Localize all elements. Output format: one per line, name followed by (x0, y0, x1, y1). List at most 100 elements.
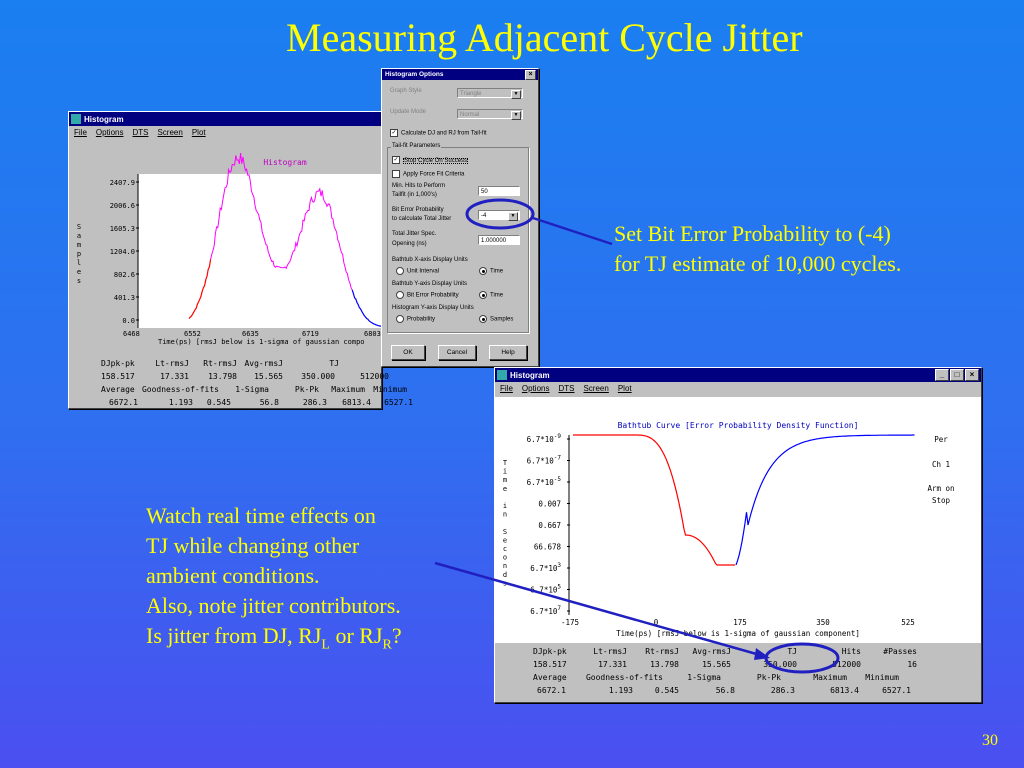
ber-annotation-arrow (532, 216, 613, 246)
radio-off-icon[interactable] (396, 267, 404, 275)
hist-y-probability-radio[interactable]: Probability (396, 315, 435, 323)
table-cell: 0.545 (206, 398, 231, 407)
cancel-button[interactable]: Cancel (438, 345, 476, 360)
radio-off-icon[interactable] (396, 291, 404, 299)
checkbox-checked-icon[interactable]: ✓ (392, 156, 400, 164)
table-cell: 6813.4 (342, 398, 371, 407)
radio-label: Time (490, 292, 504, 299)
table-cell: Lt-rmsJ (593, 647, 627, 656)
min-hits-input[interactable]: 50 (478, 186, 520, 196)
table-cell: 512000 (832, 660, 861, 669)
hist-y-samples-radio[interactable]: Samples (479, 315, 513, 323)
bathtub-x-unit-interval-radio[interactable]: Unit Interval (396, 267, 439, 275)
graph-style-select[interactable]: Triangle ▼ (457, 88, 523, 99)
table-cell: Avg-rmsJ (244, 359, 283, 368)
table-cell: Lt-rmsJ (155, 359, 189, 368)
table-cell: DJpk-pk (533, 647, 567, 656)
calc-dj-rj-checkbox[interactable]: ✓ Calculate DJ and RJ from Tail-fit (390, 129, 487, 137)
ber-value: -4 (481, 213, 487, 219)
note-line: for TJ estimate of 10,000 cycles. (614, 251, 902, 276)
side-label-stop: Stop (932, 496, 951, 505)
y-tick-exponent: -9 (554, 433, 562, 440)
stop-cycle-label: Stop Cycle On Success (403, 157, 469, 164)
x-axis-label: Time(ps) [rmsJ below is 1-sigma of gauss… (158, 338, 365, 346)
menu-dts[interactable]: DTS (558, 384, 575, 393)
q-text-end: ? (391, 623, 402, 648)
y-label-char: s (77, 277, 81, 285)
chevron-down-icon[interactable]: ▼ (511, 111, 521, 120)
histogram-window-2: Histogram _ □ × File Options DTS Screen … (494, 367, 982, 703)
tj-spec-input[interactable]: 1.000000 (478, 235, 520, 245)
stop-cycle-checkbox[interactable]: ✓ Stop Cycle On Success (392, 156, 469, 164)
menu-screen[interactable]: Screen (157, 128, 183, 137)
table-row: 6672.1 1.193 0.545 56.8 286.3 6813.4 6527.1 (101, 396, 413, 409)
q-text: Is jitter from DJ, RJ (146, 623, 322, 648)
chevron-down-icon[interactable]: ▼ (508, 212, 518, 221)
help-button[interactable]: Help (489, 345, 527, 360)
bathtub-y-label: Bathtub Y-axis Display Units (392, 281, 468, 287)
plot-title: Bathtub Curve [Error Probability Density… (618, 421, 859, 430)
tailfit-group (387, 147, 529, 333)
table-row: 158.517 17.331 13.798 15.565 350.000 512000 16 (533, 658, 917, 671)
bathtub-y-time-radio[interactable]: Time (479, 291, 503, 299)
window-title: Histogram (510, 370, 550, 380)
x-tick: 525 (901, 618, 915, 627)
close-icon[interactable]: × (525, 69, 536, 80)
menu-options[interactable]: Options (95, 128, 124, 137)
bathtub-x-time-radio[interactable]: Time (479, 267, 503, 275)
y-label-char: m (77, 241, 81, 249)
menu-screen[interactable]: Screen (583, 384, 609, 393)
chevron-down-icon[interactable]: ▼ (511, 90, 521, 99)
menu-options[interactable]: Options (521, 384, 550, 393)
close-icon[interactable]: × (965, 369, 979, 381)
radio-on-icon[interactable] (479, 315, 487, 323)
radio-off-icon[interactable] (396, 315, 404, 323)
x-tick: 6468 (123, 330, 140, 338)
menu-dts[interactable]: DTS (132, 128, 149, 137)
table-cell: Maximum (331, 385, 365, 394)
maximize-icon[interactable]: □ (950, 369, 964, 381)
table-cell: 56.8 (259, 398, 279, 407)
y-label-char: S (503, 528, 507, 536)
table-cell: Rt-rmsJ (645, 647, 679, 656)
menu-file[interactable]: File (74, 128, 87, 137)
calc-dj-rj-label: Calculate DJ and RJ from Tail-fit (401, 130, 487, 137)
menu-plot[interactable]: Plot (617, 384, 632, 393)
table-cell: Maximum (813, 673, 847, 682)
table-cell: TJ (329, 359, 339, 368)
table-cell: 1.193 (168, 398, 193, 407)
dialog-titlebar[interactable]: Histogram Options × (382, 69, 538, 80)
table-cell: 158.517 (101, 372, 135, 381)
side-label-ch: Ch 1 (932, 460, 950, 469)
ok-button[interactable]: OK (391, 345, 425, 360)
histogram-window-1-titlebar[interactable]: Histogram (69, 112, 381, 126)
radio-on-icon[interactable] (479, 267, 487, 275)
checkbox-unchecked-icon[interactable] (392, 170, 400, 178)
radio-on-icon[interactable] (479, 291, 487, 299)
radio-label: Unit Interval (407, 268, 440, 275)
app-icon (71, 114, 81, 124)
dialog-title: Histogram Options (385, 71, 444, 78)
bathtub-y-ber-radio[interactable]: Bit Error Probability (396, 291, 459, 299)
checkbox-checked-icon[interactable]: ✓ (390, 129, 398, 137)
note-line: TJ while changing other (146, 533, 360, 558)
table-cell: Hits (841, 647, 861, 656)
apply-force-checkbox[interactable]: Apply Force Fit Criteria (392, 170, 464, 178)
table-cell: Minimum (373, 385, 407, 394)
y-tick: 802.6 (114, 271, 135, 279)
table-cell: 15.565 (702, 660, 731, 669)
table-row: DJpk-pk Lt-rmsJ Rt-rmsJ Avg-rmsJ TJ Hits #Pass… (533, 645, 917, 658)
histogram-window-2-titlebar[interactable]: Histogram _ □ × (495, 368, 981, 382)
side-label-per: Per (934, 435, 948, 444)
y-label-char: o (503, 554, 507, 562)
q-sub-l: L (321, 637, 330, 653)
minimize-icon[interactable]: _ (935, 369, 949, 381)
ber-select[interactable]: -4 ▼ (478, 210, 520, 221)
apply-force-label: Apply Force Fit Criteria (403, 171, 465, 178)
menu-file[interactable]: File (500, 384, 513, 393)
bathtub-plot: Bathtub Curve [Error Probability Density… (503, 421, 955, 638)
update-mode-select[interactable]: Normal ▼ (457, 109, 523, 120)
menu-plot[interactable]: Plot (191, 128, 206, 137)
